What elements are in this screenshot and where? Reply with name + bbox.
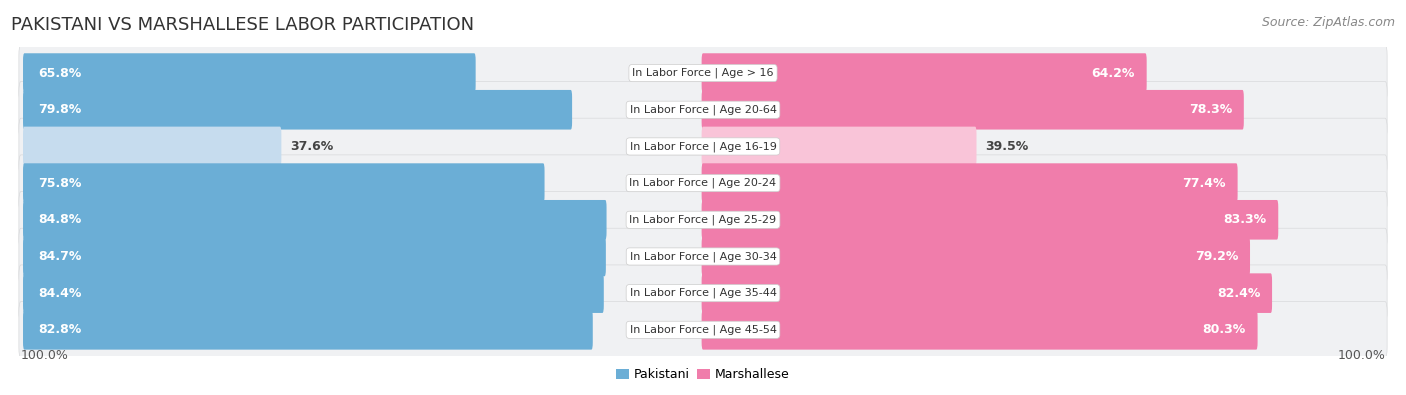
FancyBboxPatch shape	[22, 163, 544, 203]
Text: 79.2%: 79.2%	[1195, 250, 1239, 263]
Text: 65.8%: 65.8%	[38, 67, 82, 79]
FancyBboxPatch shape	[18, 302, 1388, 358]
Legend: Pakistani, Marshallese: Pakistani, Marshallese	[612, 363, 794, 386]
FancyBboxPatch shape	[702, 200, 1278, 240]
FancyBboxPatch shape	[702, 237, 1250, 276]
FancyBboxPatch shape	[702, 163, 1237, 203]
Text: 100.0%: 100.0%	[1337, 349, 1385, 362]
Text: 83.3%: 83.3%	[1223, 213, 1267, 226]
Text: 84.7%: 84.7%	[38, 250, 82, 263]
Text: In Labor Force | Age 20-24: In Labor Force | Age 20-24	[630, 178, 776, 188]
FancyBboxPatch shape	[18, 45, 1388, 101]
Text: In Labor Force | Age 20-64: In Labor Force | Age 20-64	[630, 105, 776, 115]
FancyBboxPatch shape	[18, 118, 1388, 175]
Text: 78.3%: 78.3%	[1189, 103, 1232, 116]
FancyBboxPatch shape	[18, 155, 1388, 211]
Text: 64.2%: 64.2%	[1091, 67, 1135, 79]
Text: 77.4%: 77.4%	[1182, 177, 1226, 190]
Text: 82.8%: 82.8%	[38, 324, 82, 336]
FancyBboxPatch shape	[702, 310, 1257, 350]
Text: In Labor Force | Age 35-44: In Labor Force | Age 35-44	[630, 288, 776, 298]
FancyBboxPatch shape	[22, 200, 606, 240]
FancyBboxPatch shape	[702, 273, 1272, 313]
Text: PAKISTANI VS MARSHALLESE LABOR PARTICIPATION: PAKISTANI VS MARSHALLESE LABOR PARTICIPA…	[11, 16, 474, 34]
Text: In Labor Force | Age 30-34: In Labor Force | Age 30-34	[630, 251, 776, 262]
FancyBboxPatch shape	[702, 90, 1244, 130]
Text: 79.8%: 79.8%	[38, 103, 82, 116]
Text: 84.8%: 84.8%	[38, 213, 82, 226]
FancyBboxPatch shape	[22, 310, 593, 350]
FancyBboxPatch shape	[22, 273, 603, 313]
Text: 84.4%: 84.4%	[38, 287, 82, 300]
FancyBboxPatch shape	[18, 81, 1388, 138]
FancyBboxPatch shape	[22, 127, 281, 166]
FancyBboxPatch shape	[22, 53, 475, 93]
FancyBboxPatch shape	[702, 127, 977, 166]
Text: In Labor Force | Age 45-54: In Labor Force | Age 45-54	[630, 325, 776, 335]
Text: 75.8%: 75.8%	[38, 177, 82, 190]
Text: 39.5%: 39.5%	[986, 140, 1029, 153]
Text: In Labor Force | Age 16-19: In Labor Force | Age 16-19	[630, 141, 776, 152]
FancyBboxPatch shape	[22, 237, 606, 276]
Text: 37.6%: 37.6%	[290, 140, 333, 153]
FancyBboxPatch shape	[18, 265, 1388, 322]
Text: In Labor Force | Age 25-29: In Labor Force | Age 25-29	[630, 214, 776, 225]
Text: 100.0%: 100.0%	[21, 349, 69, 362]
FancyBboxPatch shape	[18, 228, 1388, 285]
Text: Source: ZipAtlas.com: Source: ZipAtlas.com	[1261, 16, 1395, 29]
FancyBboxPatch shape	[18, 192, 1388, 248]
Text: In Labor Force | Age > 16: In Labor Force | Age > 16	[633, 68, 773, 78]
FancyBboxPatch shape	[22, 90, 572, 130]
FancyBboxPatch shape	[702, 53, 1147, 93]
Text: 82.4%: 82.4%	[1218, 287, 1260, 300]
Text: 80.3%: 80.3%	[1202, 324, 1246, 336]
